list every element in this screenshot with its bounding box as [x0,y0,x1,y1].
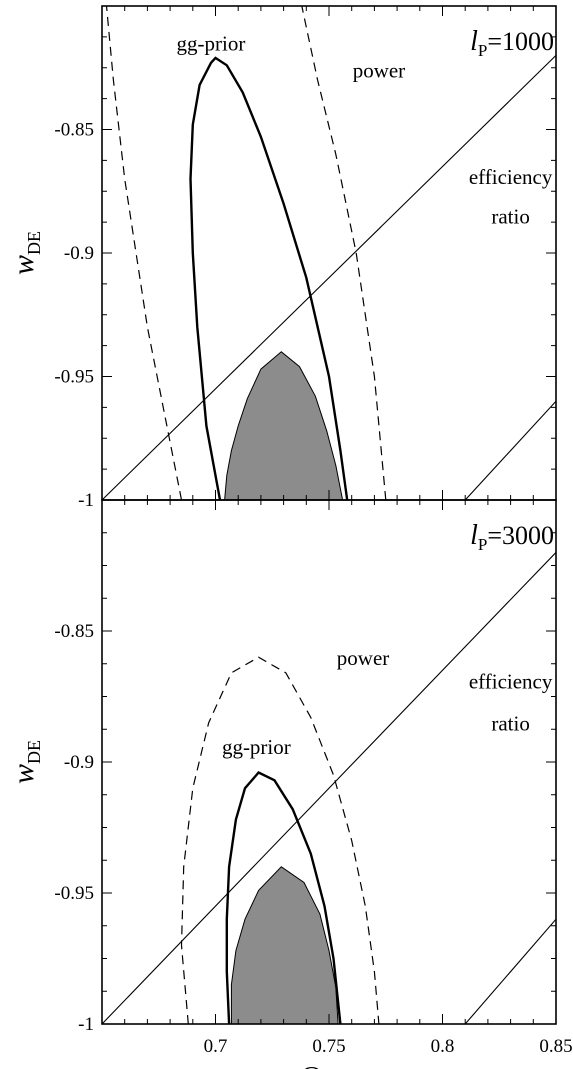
annotation-efficiency: efficiency [469,670,553,694]
efficiency-ratio-curve [464,918,556,1024]
x-tick-label: 0.75 [312,1036,345,1057]
y-tick-label: -1 [78,490,94,511]
efficiency-ratio-curve [464,400,556,500]
plot-area [102,552,556,1024]
x-axis-label: ΩDE [301,1062,344,1069]
gg-prior-curve [189,56,349,500]
shaded-region [230,866,339,1024]
plot-frame [101,5,557,501]
panel-1: -1 -0.95 -0.9 -0.85 wDE lP=1000 gg-prior power e… [7,5,557,511]
panel-label: lP=1000 [470,26,554,60]
power-curve [301,6,387,500]
y-tick-label: -0.9 [64,243,94,264]
panel-label: lP=3000 [470,520,554,554]
annotation-ratio: ratio [491,204,529,228]
y-tick-label: -0.85 [54,621,94,642]
annotation-power: power [353,59,405,83]
annotation-power: power [337,646,389,670]
y-axis-label: wDE [7,231,44,275]
efficiency-ratio-curve [102,55,556,500]
x-tick-label: 0.7 [204,1036,228,1057]
annotation-ratio: ratio [491,712,529,736]
annotation-gg-prior: gg-prior [222,735,291,759]
y-tick-label: -0.85 [54,120,94,141]
efficiency-ratio-curve [102,552,556,1024]
panel-2: -1 -0.95 -0.9 -0.85 0.7 0.75 0.8 0.85 wDE lP=3000… [7,499,573,1069]
power-curve [180,656,380,1024]
annotation-efficiency: efficiency [469,165,553,189]
y-tick-label: -0.95 [54,367,94,388]
annotation-gg-prior: gg-prior [177,31,246,55]
gg-prior-curve [225,771,342,1024]
power-curve [105,6,183,500]
x-tick-label: 0.8 [431,1036,455,1057]
y-tick-label: -0.9 [64,752,94,773]
y-tick-label: -0.95 [54,883,94,904]
plot-area [102,6,556,500]
plot-frame [101,499,557,1025]
y-axis-label: wDE [7,740,44,784]
x-tick-label: 0.85 [539,1036,572,1057]
y-tick-label: -1 [78,1014,94,1035]
shaded-region [224,351,344,500]
